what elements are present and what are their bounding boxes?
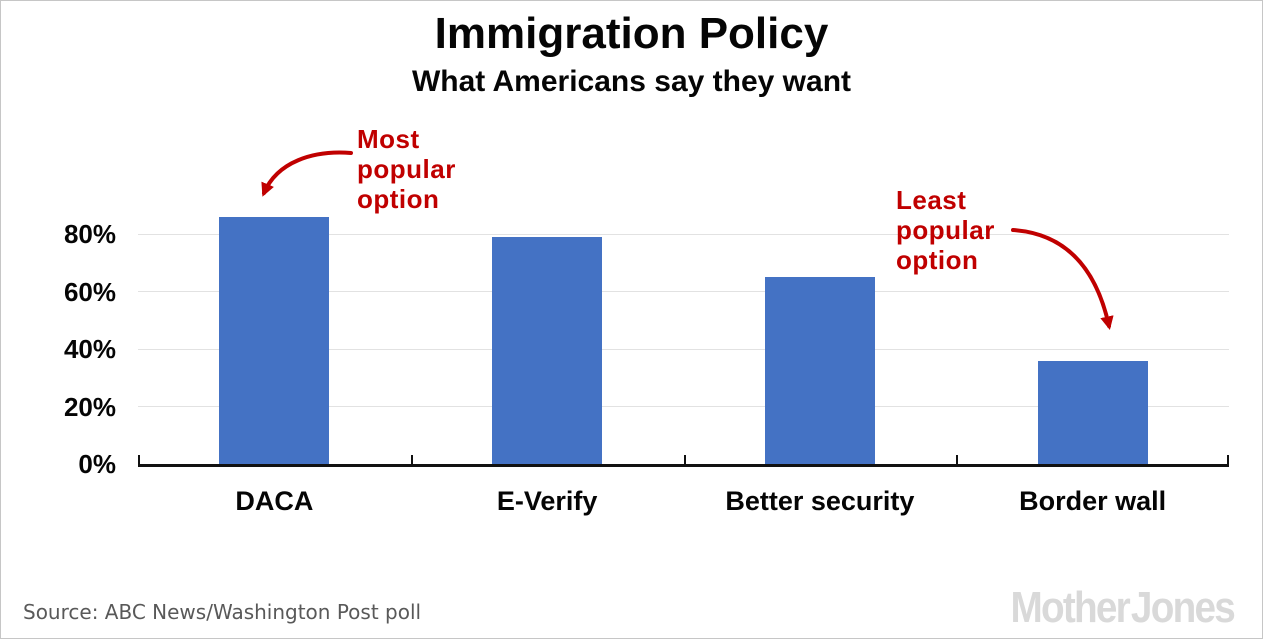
y-tick-label-20: 20% xyxy=(63,391,116,422)
y-tick-label-60: 60% xyxy=(63,276,116,307)
x-axis-tick-2 xyxy=(683,455,686,464)
chart-title: Immigration Policy xyxy=(434,9,829,58)
y-tick-label-40: 40% xyxy=(63,334,116,364)
x-axis-tick-3 xyxy=(956,455,959,464)
gridline-40 xyxy=(138,348,1229,350)
x-axis-tick-1 xyxy=(410,455,413,464)
gridline-80 xyxy=(138,233,1229,235)
y-tick-label-0: 0% xyxy=(78,449,116,479)
chart-subtitle: What Americans say they want xyxy=(411,65,852,98)
annotation-most-popular: Most popular option xyxy=(357,124,456,214)
x-axis-line xyxy=(138,464,1229,467)
annotation-line: popular xyxy=(896,215,995,245)
gridline-20 xyxy=(138,406,1229,407)
annotation-least-popular: Least popular option xyxy=(896,185,995,275)
annotation-line: option xyxy=(357,184,440,214)
category-label-e-verify: E-Verify xyxy=(496,486,598,516)
bar-border-wall xyxy=(1037,360,1148,464)
category-label-daca: DACA xyxy=(235,486,314,516)
motherjones-logo: Mother Jones xyxy=(1010,583,1235,632)
annotation-line: Most xyxy=(357,124,420,154)
bar-e-verify xyxy=(492,236,603,464)
annotation-line: popular xyxy=(357,154,456,184)
gridline-60 xyxy=(138,291,1229,292)
bar-better-security xyxy=(764,277,875,464)
category-label-border-wall: Border wall xyxy=(1019,486,1167,516)
annotation-line: Least xyxy=(896,185,967,215)
bar-daca xyxy=(219,216,330,464)
annotation-line: option xyxy=(896,245,979,275)
source-note: Source: ABC News/Washington Post poll xyxy=(23,600,422,624)
y-tick-label-80: 80% xyxy=(63,219,116,249)
category-label-better-security: Better security xyxy=(725,486,915,516)
x-axis-tick-4 xyxy=(1227,455,1229,464)
x-axis-tick-0 xyxy=(138,455,140,464)
